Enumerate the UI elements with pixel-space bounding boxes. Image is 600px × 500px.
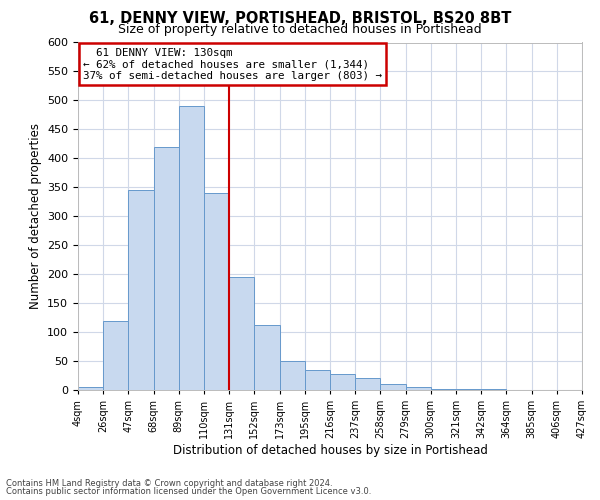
Bar: [128, 190, 154, 390]
Bar: [154, 147, 179, 390]
Text: 61 DENNY VIEW: 130sqm
← 62% of detached houses are smaller (1,344)
37% of semi-d: 61 DENNY VIEW: 130sqm ← 62% of detached …: [83, 48, 382, 81]
Bar: [179, 106, 204, 390]
Bar: [103, 320, 128, 390]
Bar: [380, 384, 406, 390]
X-axis label: Distribution of detached houses by size in Portishead: Distribution of detached houses by size …: [173, 444, 487, 457]
Bar: [78, 387, 103, 390]
Bar: [431, 389, 456, 390]
Bar: [280, 361, 305, 390]
Y-axis label: Number of detached properties: Number of detached properties: [29, 123, 41, 309]
Bar: [305, 370, 330, 390]
Bar: [355, 378, 380, 390]
Bar: [229, 277, 254, 390]
Text: Contains public sector information licensed under the Open Government Licence v3: Contains public sector information licen…: [6, 487, 371, 496]
Text: Size of property relative to detached houses in Portishead: Size of property relative to detached ho…: [118, 22, 482, 36]
Text: Contains HM Land Registry data © Crown copyright and database right 2024.: Contains HM Land Registry data © Crown c…: [6, 478, 332, 488]
Bar: [330, 374, 355, 390]
Bar: [254, 324, 280, 390]
Bar: [406, 387, 431, 390]
Bar: [204, 193, 229, 390]
Text: 61, DENNY VIEW, PORTISHEAD, BRISTOL, BS20 8BT: 61, DENNY VIEW, PORTISHEAD, BRISTOL, BS2…: [89, 11, 511, 26]
